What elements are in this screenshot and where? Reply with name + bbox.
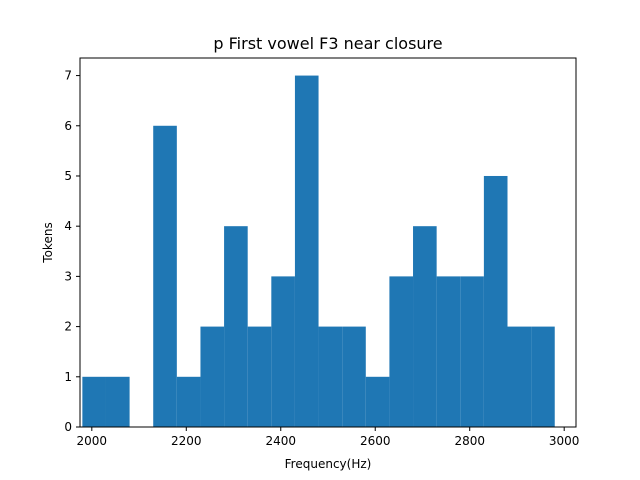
x-tick-label: 2800 xyxy=(454,434,485,448)
y-tick-label: 4 xyxy=(64,219,72,233)
histogram-bar-17 xyxy=(483,175,508,427)
histogram-bar-10 xyxy=(318,326,343,427)
y-axis-label: Tokens xyxy=(41,222,55,263)
y-tick-label: 6 xyxy=(64,119,72,133)
y-tick-label: 5 xyxy=(64,169,72,183)
y-tick-label: 7 xyxy=(64,69,72,83)
histogram-bar-6 xyxy=(224,226,248,427)
y-tick-label: 0 xyxy=(64,420,72,434)
x-tick-label: 2200 xyxy=(171,434,202,448)
histogram-bar-13 xyxy=(389,276,414,427)
y-tick-label: 1 xyxy=(64,370,72,384)
chart-title: p First vowel F3 near closure xyxy=(213,34,442,53)
histogram-bar-0 xyxy=(82,376,106,427)
histogram-bar-16 xyxy=(460,276,484,427)
x-axis-label: Frequency(Hz) xyxy=(285,457,372,471)
histogram-bar-9 xyxy=(294,75,319,428)
histogram-bar-11 xyxy=(342,326,366,427)
plot-frame xyxy=(79,57,577,428)
x-tick-label: 3000 xyxy=(549,434,580,448)
histogram-bar-19 xyxy=(531,326,555,427)
histogram-bar-3 xyxy=(153,125,177,427)
x-tick-label: 2600 xyxy=(360,434,391,448)
histogram-bar-7 xyxy=(247,326,272,427)
bars-group xyxy=(82,75,555,428)
x-tick-label: 2000 xyxy=(77,434,108,448)
y-tick-label: 3 xyxy=(64,269,72,283)
x-tick-label: 2400 xyxy=(265,434,296,448)
histogram-bar-8 xyxy=(271,276,295,427)
y-tick-label: 2 xyxy=(64,320,72,334)
x-axis-ticks: 2000 2200 2400 2600 2800 3000 xyxy=(77,427,580,448)
histogram-bar-4 xyxy=(176,376,201,427)
histogram-bar-12 xyxy=(365,376,390,427)
histogram-bar-5 xyxy=(200,326,225,427)
histogram-bar-14 xyxy=(413,226,437,427)
histogram-bar-18 xyxy=(507,326,532,427)
histogram-bar-15 xyxy=(436,276,461,427)
y-axis-ticks: 0 1 2 3 4 5 6 7 xyxy=(64,69,80,434)
histogram-bar-1 xyxy=(105,376,130,427)
